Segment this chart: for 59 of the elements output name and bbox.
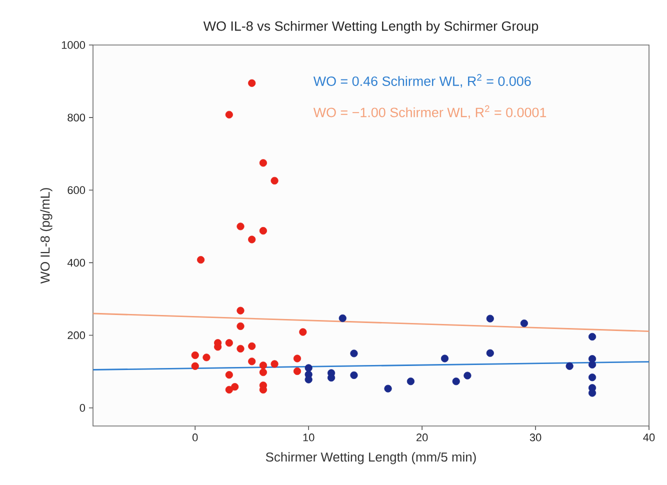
point (486, 349, 494, 357)
y-tick-label: 600 (68, 186, 86, 194)
y-tick-label: 0 (80, 404, 86, 412)
point (259, 362, 268, 370)
point (440, 354, 449, 362)
y-axis-title: WO IL-8 (pg/mL) (40, 188, 52, 284)
x-tick-label: 30 (530, 434, 542, 442)
point (406, 378, 415, 386)
x-axis-title: Schirmer Wetting Length (mm/5 min) (266, 452, 476, 464)
y-tick-label: 400 (67, 258, 86, 267)
x-tick-label: 40 (643, 434, 655, 442)
point (338, 314, 346, 322)
point (588, 332, 596, 341)
point (259, 226, 268, 235)
point (270, 360, 278, 368)
point (259, 368, 268, 376)
point (566, 362, 574, 370)
point (588, 360, 596, 368)
point (236, 222, 244, 230)
point (248, 358, 256, 366)
point (191, 362, 199, 370)
point (293, 367, 302, 376)
point (588, 374, 596, 382)
point (520, 320, 528, 328)
point (299, 328, 307, 336)
point (225, 371, 233, 379)
point (293, 354, 302, 362)
point (236, 344, 244, 353)
point (225, 386, 233, 394)
point (486, 314, 494, 322)
point (196, 256, 205, 264)
point (236, 322, 244, 330)
point (452, 378, 460, 386)
y-tick-label: 800 (68, 114, 86, 122)
point (350, 350, 358, 358)
point (384, 384, 392, 392)
y-tick-label: 200 (68, 331, 86, 340)
point (350, 371, 358, 379)
y-tick-label: 1000 (62, 41, 86, 49)
point (202, 354, 210, 362)
x-tick-label: 20 (416, 434, 428, 442)
x-tick-label: 10 (303, 434, 314, 442)
point (191, 351, 199, 360)
point (259, 159, 268, 167)
point (248, 79, 256, 87)
x-tick-label: 0 (192, 434, 198, 442)
point (236, 306, 244, 314)
point (304, 364, 312, 372)
point (248, 236, 256, 244)
point (588, 389, 596, 397)
point (464, 372, 472, 380)
annotation: WO = −1.00 Schirmer WL, R$^{2}$ = 0.0001 (313, 105, 546, 119)
point (231, 383, 239, 391)
point (225, 110, 233, 118)
point (270, 176, 278, 185)
chart-title: WO IL-8 vs Schirmer Wetting Length by Schirmer Group (203, 20, 538, 34)
point (248, 342, 256, 350)
annotation: WO = 0.46 Schirmer WL, R$^{2}$ = 0.006 (313, 74, 531, 88)
point (225, 339, 233, 347)
